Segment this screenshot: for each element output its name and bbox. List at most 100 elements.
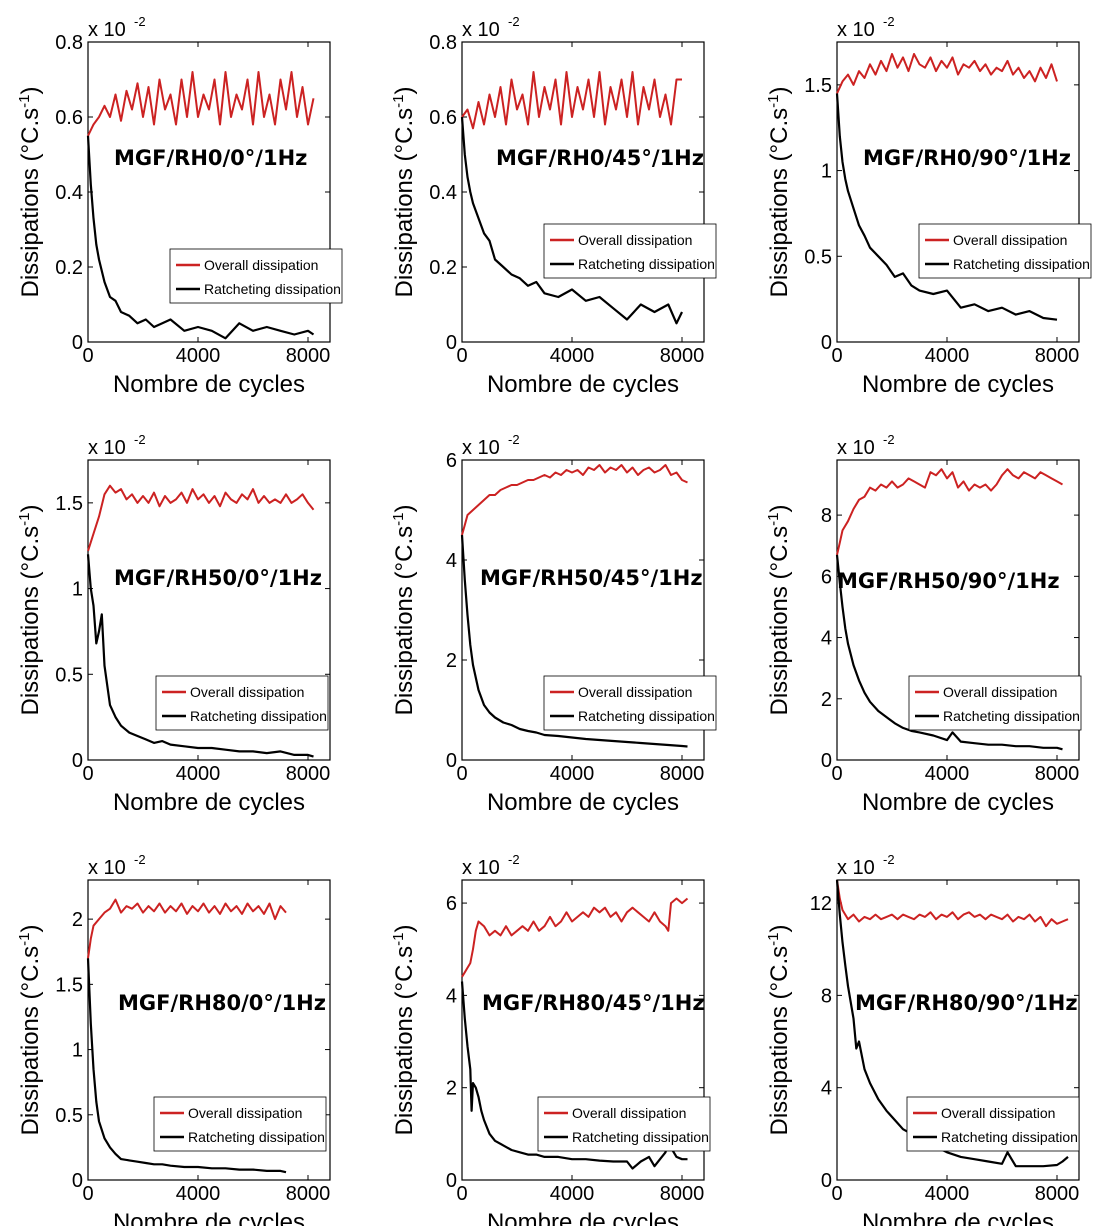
legend-label-ratcheting: Ratcheting dissipation <box>188 1129 325 1145</box>
legend: Overall dissipation Ratcheting dissipatio… <box>543 675 717 731</box>
x-axis-label: Nombre de cycles <box>113 1209 305 1226</box>
y-axis-label-close: ) <box>17 505 44 513</box>
y-tick-label: 0.4 <box>55 182 83 204</box>
x-tick-label: 0 <box>456 1183 467 1205</box>
axis-multiplier-exponent: -2 <box>134 432 146 447</box>
axis-multiplier: x 10 <box>88 857 126 879</box>
y-tick-label: 4 <box>821 1078 832 1100</box>
x-axis-label: Nombre de cycles <box>487 789 679 816</box>
panel-2: 0 4000 8000 0 0.2 0.4 0.6 0.8x 10 -2 Nombre de cy… <box>390 14 717 398</box>
y-tick-label: 4 <box>821 628 832 650</box>
y-tick-label: 0.5 <box>55 664 83 686</box>
legend-label-overall: Overall dissipation <box>941 1105 1055 1121</box>
y-axis-label: Dissipations (°C.s-1) <box>765 505 793 716</box>
legend-box <box>543 675 717 731</box>
legend-label-overall: Overall dissipation <box>578 232 692 248</box>
y-tick-label: 1.5 <box>55 493 83 515</box>
x-tick-label: 4000 <box>176 345 221 367</box>
y-tick-label: 0 <box>821 750 832 772</box>
x-tick-label: 8000 <box>286 345 331 367</box>
series-line-overall <box>461 71 682 130</box>
legend-label-ratcheting: Ratcheting dissipation <box>943 708 1080 724</box>
panel-3: 0 4000 8000 0 0.5 1 1.5 x 10 -2 Nombre de cycles D… <box>765 14 1092 398</box>
legend: Overall dissipation Ratcheting dissipatio… <box>153 1096 327 1152</box>
legend-box <box>169 248 343 304</box>
y-tick-label: 0.6 <box>55 107 83 129</box>
x-tick-label: 0 <box>82 1183 93 1205</box>
legend-box <box>906 1096 1080 1152</box>
y-axis-label-sup: -1 <box>390 513 407 526</box>
legend-label-ratcheting: Ratcheting dissipation <box>572 1129 709 1145</box>
series-line-ratcheting <box>460 534 688 748</box>
panel-title: MGF/RH50/45°/1Hz <box>480 566 703 590</box>
x-tick-label: 0 <box>456 345 467 367</box>
y-tick-label: 6 <box>446 450 457 472</box>
legend-label-overall: Overall dissipation <box>188 1105 302 1121</box>
legend-label-ratcheting: Ratcheting dissipation <box>578 708 715 724</box>
panel-1: 0 4000 8000 0 0.2 0.4 0.6 0.8x 10 -2 Nombre de cy… <box>16 14 343 398</box>
y-tick-label: 6 <box>446 893 457 915</box>
x-tick-label: 4000 <box>176 1183 221 1205</box>
y-axis-label-sup: -1 <box>390 95 407 108</box>
y-axis-label-sup: -1 <box>765 95 782 108</box>
axis-multiplier: x 10 <box>837 437 875 459</box>
y-tick-label: 0.2 <box>429 257 457 279</box>
y-axis-label-close: ) <box>17 925 44 933</box>
y-tick-label: 6 <box>821 566 832 588</box>
series-line-ratcheting <box>86 958 287 1174</box>
plot-frame <box>461 41 705 343</box>
y-tick-label: 1.5 <box>55 974 83 996</box>
y-tick-label: 12 <box>810 893 832 915</box>
axis-multiplier: x 10 <box>837 857 875 879</box>
series-line-overall <box>461 464 688 536</box>
x-axis-label: Nombre de cycles <box>487 371 679 398</box>
legend: Overall dissipation Ratcheting dissipatio… <box>906 1096 1080 1152</box>
legend-label-ratcheting: Ratcheting dissipation <box>190 708 327 724</box>
x-tick-label: 8000 <box>660 763 705 785</box>
panel-8: 0 4000 8000 0 2 4 6x 10 -2 Nombre de cycles Dissi… <box>390 852 711 1226</box>
y-tick-label: 8 <box>821 505 832 527</box>
legend: Overall dissipation Ratcheting dissipatio… <box>537 1096 711 1152</box>
series-line-overall <box>87 898 287 959</box>
y-axis-label-close: ) <box>391 505 418 513</box>
legend: Overall dissipation Ratcheting dissipatio… <box>918 223 1092 279</box>
series-line-ratcheting <box>835 554 1063 751</box>
axis-multiplier-exponent: -2 <box>508 14 520 29</box>
series-line-ratcheting <box>86 135 315 340</box>
y-tick-label: 0 <box>72 332 83 354</box>
y-axis-label: Dissipations (°C.s-1) <box>390 925 418 1136</box>
y-tick-label: 1 <box>821 161 832 183</box>
legend-label-overall: Overall dissipation <box>204 257 318 273</box>
series-line-overall <box>836 468 1063 556</box>
y-tick-label: 1 <box>72 579 83 601</box>
y-tick-label: 0.5 <box>804 246 832 268</box>
x-tick-label: 0 <box>831 345 842 367</box>
series-line-overall <box>836 879 1069 928</box>
y-axis-label-sup: -1 <box>765 933 782 946</box>
panel-4: 0 4000 8000 0 0.5 1 1.5 x 10 -2 Nombre de cycles D… <box>16 432 331 816</box>
x-tick-label: 8000 <box>286 763 331 785</box>
axis-multiplier: x 10 <box>88 19 126 41</box>
x-tick-label: 8000 <box>1035 1183 1080 1205</box>
y-tick-label: 1 <box>72 1040 83 1062</box>
series-line-ratcheting <box>460 116 683 325</box>
panel-title: MGF/RH80/45°/1Hz <box>482 991 705 1015</box>
x-tick-label: 8000 <box>286 1183 331 1205</box>
x-tick-label: 0 <box>831 763 842 785</box>
panel-title: MGF/RH0/0°/1Hz <box>114 146 307 170</box>
x-axis-label: Nombre de cycles <box>862 789 1054 816</box>
series-line-ratcheting <box>460 981 688 1170</box>
y-axis-label: Dissipations (°C.s-1) <box>16 87 44 298</box>
x-tick-label: 8000 <box>1035 345 1080 367</box>
axis-multiplier-exponent: -2 <box>883 852 895 867</box>
y-tick-label: 0.6 <box>429 107 457 129</box>
y-tick-label: 2 <box>446 650 457 672</box>
x-tick-label: 8000 <box>660 345 705 367</box>
y-tick-label: 4 <box>446 550 457 572</box>
x-tick-label: 4000 <box>550 763 595 785</box>
y-axis-label: Dissipations (°C.s-1) <box>16 925 44 1136</box>
axis-multiplier: x 10 <box>462 437 500 459</box>
legend-label-overall: Overall dissipation <box>943 684 1057 700</box>
y-axis-label-sup: -1 <box>390 933 407 946</box>
